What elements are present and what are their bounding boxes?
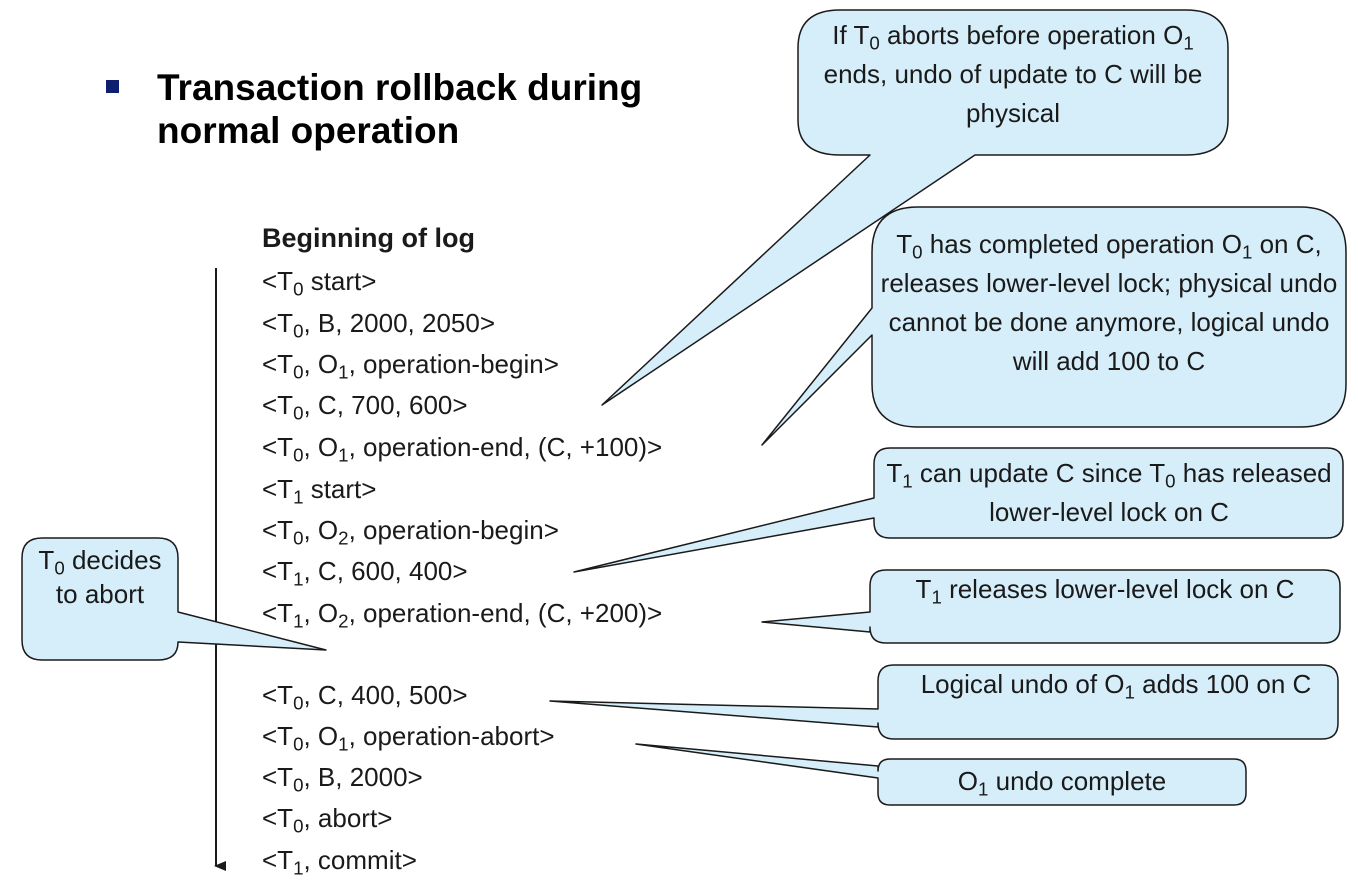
callout-text-c3: T1 can update C since T0 has released lo… [886, 458, 1332, 527]
log-entry: <T0, B, 2000, 2050> [262, 308, 496, 342]
log-entry: <T0, O1, operation-begin> [262, 349, 559, 383]
log-entry: <T1, O2, operation-end, (C, +200)> [262, 598, 663, 632]
log-entry: <T0 start> [262, 266, 377, 300]
callout-text-c7: T0 decides to abort [38, 545, 162, 609]
slide-title: Transaction rollback during normal opera… [157, 67, 643, 151]
log-entry: <T0, O1, operation-abort> [262, 721, 555, 755]
callout-bubble-c1 [601, 9, 1229, 406]
log-entry: <T0, abort> [262, 803, 393, 837]
callout-bubble-c5 [549, 664, 1339, 740]
log-heading: Beginning of log [262, 223, 475, 253]
callout-bubble-c6 [635, 743, 1247, 806]
callout-text-c2: T0 has completed operation O1 on C, rele… [880, 229, 1338, 376]
callout-bubble-c2 [761, 206, 1347, 446]
bullet-marker [106, 80, 119, 93]
log-entry: <T0, B, 2000> [262, 762, 423, 796]
callout-bubble-c3 [573, 447, 1344, 573]
log-entry: <T1, C, 600, 400> [262, 556, 468, 590]
callout-text-c1: If T0 aborts before operation O1 ends, u… [823, 20, 1203, 128]
log-entry: <T0, C, 700, 600> [262, 390, 468, 424]
log-entry: <T0, C, 400, 500> [262, 680, 468, 714]
log-entry: <T0, O2, operation-begin> [262, 515, 559, 549]
callout-text-c5: Logical undo of O1 adds 100 on C [920, 669, 1312, 703]
callout-bubble-c7 [21, 537, 327, 661]
log-entry: <T1 start> [262, 474, 377, 508]
callout-text-c6: O1 undo complete [957, 766, 1167, 800]
log-entry: <T1, commit> [262, 845, 417, 879]
callout-text-c4: T1 releases lower-level lock on C [915, 574, 1295, 608]
callout-bubble-c4 [761, 569, 1341, 644]
log-entry: <T0, O1, operation-end, (C, +100)> [262, 432, 663, 466]
